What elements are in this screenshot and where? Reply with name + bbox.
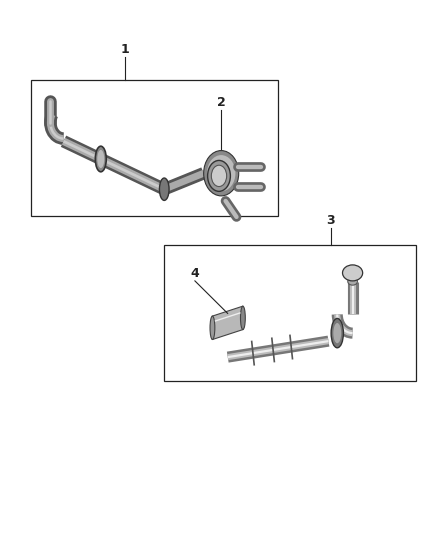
Ellipse shape [333, 323, 341, 343]
Ellipse shape [343, 265, 363, 281]
Ellipse shape [331, 318, 343, 348]
Ellipse shape [204, 150, 239, 196]
Text: 3: 3 [326, 214, 335, 227]
Text: 1: 1 [120, 43, 129, 56]
Ellipse shape [211, 165, 227, 187]
Ellipse shape [240, 306, 245, 329]
Ellipse shape [97, 150, 104, 168]
Ellipse shape [95, 146, 106, 172]
Bar [164, 245, 416, 381]
Ellipse shape [159, 178, 169, 200]
Ellipse shape [348, 278, 357, 285]
Ellipse shape [207, 155, 236, 191]
Ellipse shape [210, 316, 215, 340]
Ellipse shape [208, 160, 230, 191]
Bar [31, 80, 278, 216]
Text: 2: 2 [217, 96, 226, 109]
Text: 4: 4 [191, 267, 199, 280]
Polygon shape [212, 306, 243, 340]
